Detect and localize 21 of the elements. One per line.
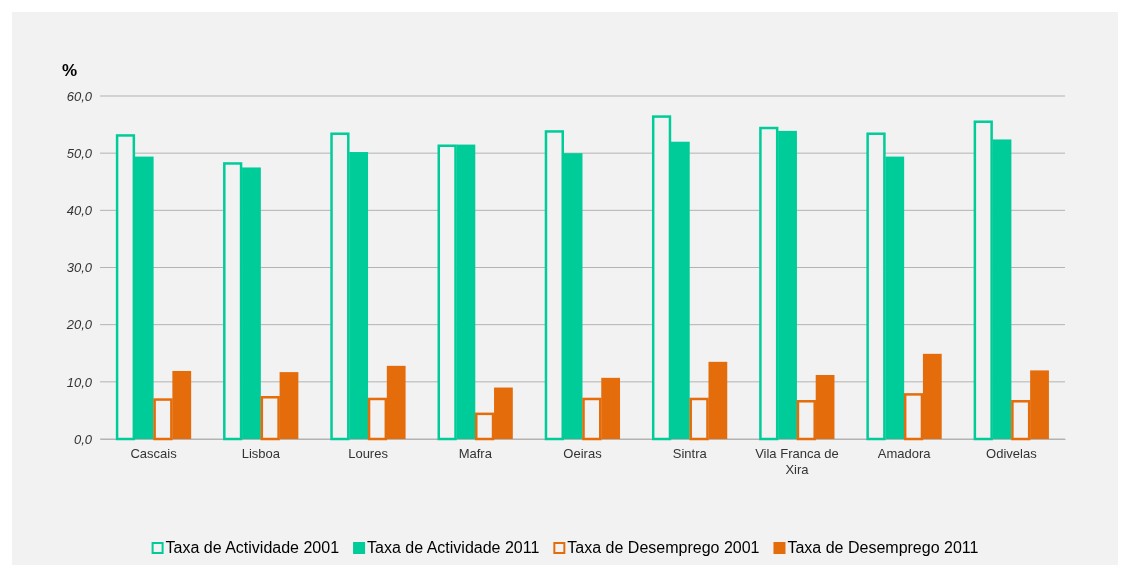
x-tick-label: Cascais [130, 446, 178, 462]
x-tick-label: Amadora [877, 446, 932, 462]
x-tick-label: Odivelas [986, 446, 1038, 462]
legend-label: Taxa de Desemprego 2001 [567, 539, 760, 556]
y-axis-title: % [62, 61, 78, 80]
y-tick-label: 0,0 [73, 431, 93, 447]
y-tick-label: 60,0 [66, 88, 93, 104]
y-tick-label: 50,0 [66, 145, 93, 161]
y-tick-label: 20,0 [65, 317, 93, 333]
y-tick-label: 30,0 [66, 260, 93, 276]
legend-label: Taxa de Desemprego 2011 [787, 539, 979, 556]
y-tick-label: 10,0 [66, 374, 93, 390]
x-tick-label: Vila Franca de Xira [755, 446, 839, 477]
x-tick-label: Oeiras [563, 446, 603, 462]
legend-label: Taxa de Actividade 2011 [367, 539, 540, 556]
x-tick-label: Mafra [458, 446, 493, 462]
x-tick-label: Loures [348, 446, 389, 462]
y-tick-label: 40,0 [66, 202, 93, 218]
legend-label: Taxa de Actividade 2001 [165, 539, 340, 556]
x-tick-label: Sintra [672, 446, 708, 462]
x-tick-label: Lisboa [241, 446, 281, 462]
